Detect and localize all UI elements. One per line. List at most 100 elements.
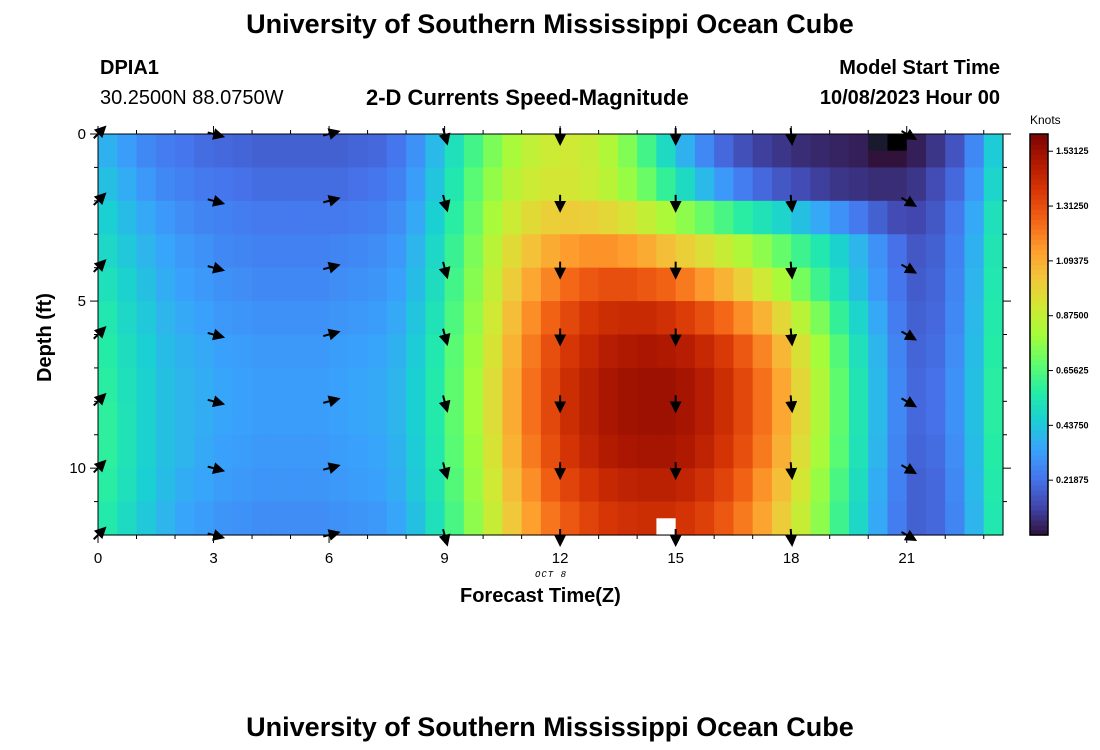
heatmap-cell <box>348 200 369 235</box>
colorbar-segment <box>1030 509 1048 516</box>
x-tick-label: 3 <box>209 550 217 567</box>
heatmap-cell <box>810 501 831 536</box>
heatmap-cell <box>579 434 600 469</box>
heatmap-cell <box>598 200 619 235</box>
colorbar-segment <box>1030 234 1048 240</box>
heatmap-cell <box>136 301 157 336</box>
heatmap-cell <box>810 134 831 169</box>
heatmap-cell <box>367 401 388 436</box>
heatmap-cell <box>329 501 349 536</box>
heatmap-cell <box>617 434 638 469</box>
heatmap-cell <box>868 468 889 503</box>
heatmap-cell <box>560 267 580 302</box>
heatmap-cell <box>386 267 407 302</box>
heatmap-cell <box>752 434 773 469</box>
colorbar-segment <box>1030 319 1048 326</box>
heatmap-cell <box>348 267 369 302</box>
heatmap-cell <box>348 134 369 169</box>
heatmap-cell <box>579 401 600 436</box>
current-arrow <box>901 462 918 475</box>
colorbar-segment <box>1030 169 1048 175</box>
heatmap-cell <box>925 434 946 469</box>
heatmap-cell <box>232 401 253 436</box>
colorbar-segment <box>1030 274 1048 280</box>
heatmap-cell <box>714 267 735 302</box>
heatmap-cell <box>444 501 465 536</box>
heatmap-cell <box>521 200 542 235</box>
heatmap-cell <box>117 501 138 536</box>
heatmap-cell <box>579 367 600 402</box>
heatmap-cell <box>771 501 792 536</box>
heatmap-cell <box>271 334 292 369</box>
heatmap-cell <box>252 167 272 202</box>
heatmap-cell <box>290 401 311 436</box>
heatmap-cell <box>483 468 503 503</box>
heatmap-cell <box>945 334 966 369</box>
colorbar-title: Knots <box>1030 113 1061 127</box>
current-arrow <box>323 328 341 341</box>
current-arrow <box>207 261 226 274</box>
colorbar-segment <box>1030 479 1048 486</box>
x-axis-date-label: OCT 8 <box>535 570 568 580</box>
heatmap-cell <box>810 200 831 235</box>
speed-heatmap <box>98 134 1004 536</box>
heatmap-cell <box>752 200 773 235</box>
heatmap-cell <box>271 167 292 202</box>
heatmap-cell <box>329 367 349 402</box>
heatmap-cell <box>117 334 138 369</box>
heatmap-cell <box>213 267 234 302</box>
heatmap-cell <box>521 301 542 336</box>
heatmap-cell <box>964 367 985 402</box>
heatmap-cell <box>290 267 311 302</box>
heatmap-cell <box>540 267 561 302</box>
heatmap-cell <box>945 301 966 336</box>
heatmap-cell <box>444 167 465 202</box>
colorbar-segment <box>1030 189 1048 195</box>
colorbar-segment <box>1030 149 1048 155</box>
heatmap-cell <box>579 334 600 369</box>
heatmap-cell <box>829 234 850 269</box>
colorbar-segment <box>1030 304 1048 311</box>
heatmap-cell <box>906 134 927 169</box>
heatmap-cell <box>945 367 966 402</box>
heatmap-cell <box>925 167 946 202</box>
colorbar-segment <box>1030 294 1048 301</box>
heatmap-cell <box>175 401 195 436</box>
heatmap-cell <box>810 468 831 503</box>
colorbar-segment <box>1030 289 1048 295</box>
heatmap-cell <box>444 234 465 269</box>
heatmap-cell <box>945 167 966 202</box>
heatmap-cell <box>483 501 503 536</box>
heatmap-cell <box>502 134 523 169</box>
colorbar-segment <box>1030 494 1048 501</box>
heatmap-cell <box>348 167 369 202</box>
heatmap-cell <box>887 434 908 469</box>
heatmap-cell <box>983 401 1004 436</box>
model-start-time: 10/08/2023 Hour 00 <box>819 87 1000 109</box>
heatmap-cell <box>386 234 407 269</box>
current-arrow <box>901 329 918 341</box>
heatmap-cell <box>848 234 869 269</box>
heatmap-cell <box>714 234 735 269</box>
heatmap-cell <box>136 267 157 302</box>
heatmap-cell <box>98 234 118 269</box>
heatmap-cell <box>98 434 118 469</box>
heatmap-cell <box>560 301 580 336</box>
heatmap-cell <box>463 267 484 302</box>
heatmap-cell <box>406 501 426 536</box>
heatmap-cell <box>117 167 138 202</box>
heatmap-cell <box>271 367 292 402</box>
heatmap-cell <box>694 200 715 235</box>
heatmap-cell <box>675 501 696 536</box>
heatmap-cell <box>425 267 446 302</box>
heatmap-cell <box>540 434 561 469</box>
heatmap-cell <box>637 200 658 235</box>
heatmap-cell <box>309 167 330 202</box>
colorbar-segment <box>1030 144 1048 150</box>
x-tick-label: 12 <box>552 550 569 567</box>
heatmap-cell <box>425 401 446 436</box>
heatmap-cell <box>309 267 330 302</box>
heatmap-cell <box>194 334 215 369</box>
heatmap-cell <box>502 501 523 536</box>
colorbar-segment <box>1030 429 1048 436</box>
